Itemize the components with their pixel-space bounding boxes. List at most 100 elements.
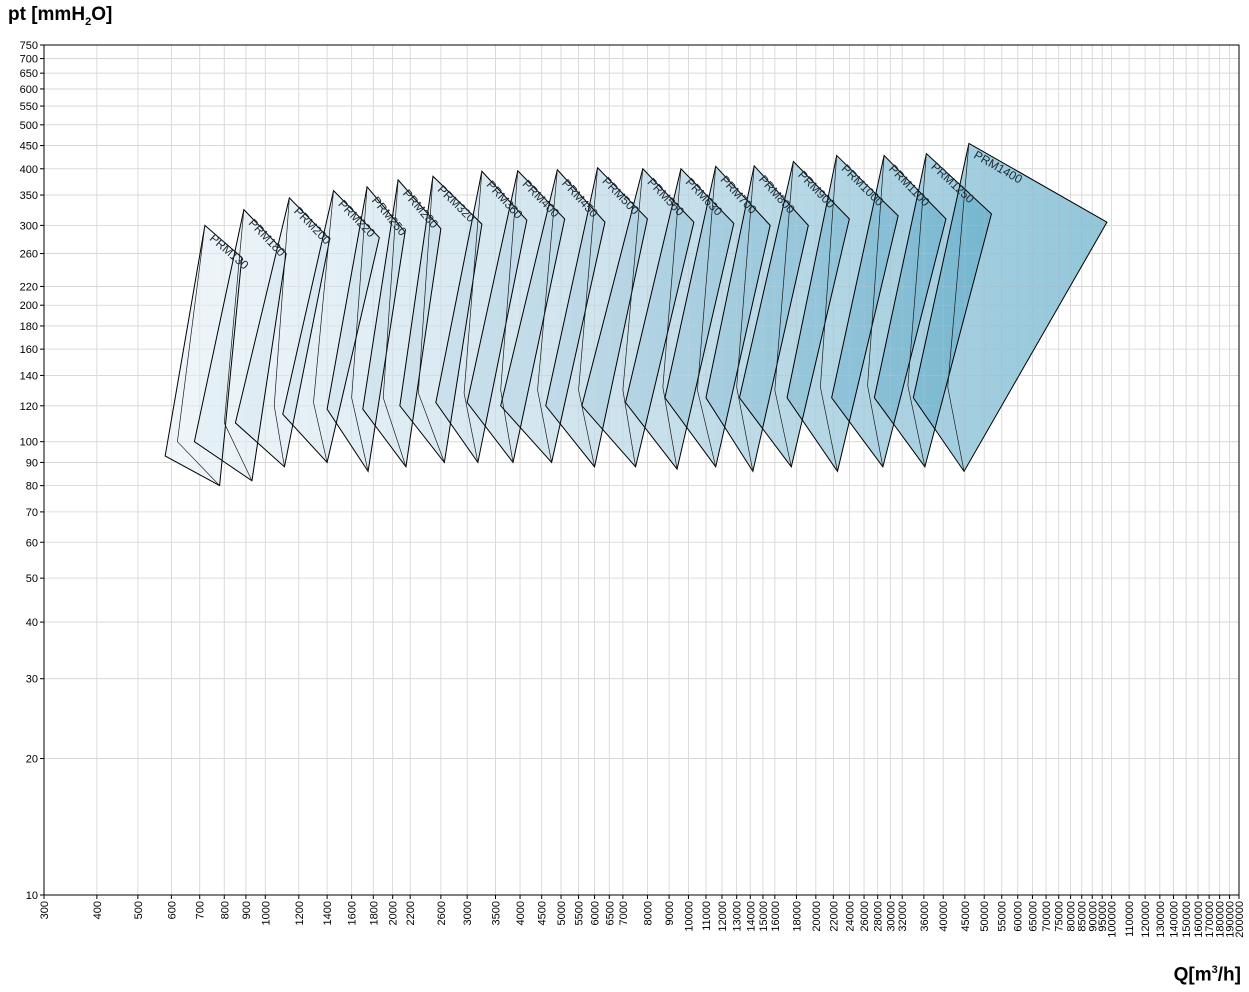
y-tick-label: 80 bbox=[26, 481, 38, 493]
x-tick-label: 55000 bbox=[997, 901, 1009, 932]
x-tick-label: 900 bbox=[241, 901, 253, 919]
x-tick-label: 40000 bbox=[938, 901, 950, 932]
fan-area-prm180 bbox=[194, 209, 287, 481]
x-tick-label: 11000 bbox=[701, 901, 713, 931]
x-tick-label: 190000 bbox=[1225, 901, 1237, 938]
x-tick-label: 6500 bbox=[604, 901, 616, 925]
x-tick-label: 7000 bbox=[618, 901, 630, 925]
x-tick-label: 22000 bbox=[828, 901, 840, 932]
y-tick-label: 140 bbox=[20, 370, 38, 382]
fan-inner-curve-prm500 bbox=[578, 167, 598, 467]
x-tick-label: 110000 bbox=[1124, 901, 1136, 937]
x-tick-label: 500 bbox=[133, 901, 145, 919]
x-tick-label: 150000 bbox=[1181, 901, 1193, 938]
fan-area-prm280 bbox=[362, 179, 441, 467]
x-tick-label: 32000 bbox=[897, 901, 909, 932]
x-tick-label: 36000 bbox=[919, 901, 931, 932]
fan-inner-curve-prm180 bbox=[223, 209, 253, 481]
x-tick-label: 18000 bbox=[791, 901, 803, 932]
x-tick-label: 70000 bbox=[1041, 901, 1053, 932]
y-tick-label: 100 bbox=[20, 437, 38, 449]
fan-inner-curve-prm400 bbox=[500, 170, 519, 463]
x-tick-label: 130000 bbox=[1155, 901, 1167, 938]
x-tick-label: 45000 bbox=[960, 901, 972, 932]
x-tick-label: 4000 bbox=[515, 901, 527, 925]
fan-inner-curve-prm560 bbox=[622, 168, 644, 467]
x-tick-label: 1000 bbox=[260, 901, 272, 925]
x-tick-label: 75000 bbox=[1054, 901, 1066, 932]
fan-inner-curve-prm700 bbox=[697, 166, 717, 467]
x-tick-label: 140000 bbox=[1168, 901, 1180, 938]
x-tick-label: 700 bbox=[195, 901, 207, 919]
y-tick-label: 20 bbox=[26, 754, 38, 766]
x-tick-label: 300 bbox=[39, 901, 51, 919]
fan-area-prm500 bbox=[545, 167, 648, 467]
x-tick-label: 50000 bbox=[979, 901, 991, 932]
x-tick-label: 100000 bbox=[1107, 901, 1119, 938]
x-tick-label: 5500 bbox=[574, 901, 586, 925]
x-tick-label: 80000 bbox=[1066, 901, 1078, 932]
fan-inner-curve-prm130 bbox=[177, 225, 220, 486]
x-tick-label: 2600 bbox=[436, 901, 448, 925]
x-tick-label: 800 bbox=[219, 901, 231, 919]
fan-inner-curve-prm200 bbox=[273, 197, 290, 467]
fan-outlines bbox=[164, 142, 1108, 487]
fan-area-prm200 bbox=[235, 197, 330, 467]
x-tick-label: 60000 bbox=[1013, 901, 1025, 932]
x-tick-label: 65000 bbox=[1027, 901, 1039, 932]
x-tick-label: 600 bbox=[166, 901, 178, 919]
x-tick-label: 10000 bbox=[683, 901, 695, 932]
y-tick-label: 30 bbox=[26, 674, 38, 686]
x-tick-label: 8000 bbox=[642, 901, 654, 925]
fan-inner-curve-prm1000 bbox=[820, 155, 838, 472]
x-axis-title: Q[m3/h] bbox=[1173, 964, 1241, 986]
fan-inner-curve-prm630 bbox=[662, 168, 682, 470]
x-tick-label: 14000 bbox=[745, 901, 757, 932]
x-tick-label: 15000 bbox=[758, 901, 770, 932]
y-tick-label: 300 bbox=[20, 220, 38, 232]
y-tick-label: 650 bbox=[20, 68, 38, 80]
fan-inner-curve-prm450 bbox=[537, 169, 558, 463]
y-tick-label: 550 bbox=[20, 101, 38, 113]
x-tick-label: 20000 bbox=[811, 901, 823, 932]
fan-inner-curve-prm320 bbox=[417, 176, 445, 463]
x-tick-label: 28000 bbox=[873, 901, 885, 932]
y-tick-label: 200 bbox=[20, 300, 38, 312]
y-tick-label: 160 bbox=[20, 344, 38, 356]
y-tick-label: 500 bbox=[20, 120, 38, 132]
x-tick-label: 6000 bbox=[590, 901, 602, 925]
fan-inner-curve-prm1250 bbox=[907, 153, 927, 467]
axes: 10 20 30 40 50 60 70 80 90 100 120 140 160 180 200 220 2… bbox=[20, 40, 1246, 938]
y-tick-label: 40 bbox=[26, 617, 38, 629]
x-tick-label: 13000 bbox=[732, 901, 744, 932]
y-tick-label: 400 bbox=[20, 164, 38, 176]
fan-area-prm320 bbox=[399, 176, 482, 463]
x-tick-label: 400 bbox=[92, 901, 104, 919]
x-tick-label: 200000 bbox=[1234, 901, 1246, 938]
x-tick-label: 1800 bbox=[368, 901, 380, 925]
x-tick-label: 85000 bbox=[1077, 901, 1089, 932]
y-axis-title: pt [mmH2O] bbox=[8, 4, 113, 28]
x-tick-label: 3500 bbox=[491, 901, 503, 925]
x-tick-label: 95000 bbox=[1097, 901, 1109, 932]
fan-inner-curve-prm360 bbox=[463, 171, 483, 463]
y-tick-label: 750 bbox=[20, 40, 38, 52]
x-tick-label: 160000 bbox=[1193, 901, 1205, 938]
x-tick-label: 9000 bbox=[664, 901, 676, 925]
x-tick-label: 3000 bbox=[462, 901, 474, 925]
y-tick-label: 260 bbox=[20, 249, 38, 261]
y-tick-label: 220 bbox=[20, 281, 38, 293]
y-tick-label: 50 bbox=[26, 573, 38, 585]
y-tick-label: 90 bbox=[26, 457, 38, 469]
x-tick-label: 170000 bbox=[1204, 901, 1216, 938]
y-tick-label: 350 bbox=[20, 190, 38, 202]
x-tick-label: 90000 bbox=[1087, 901, 1099, 932]
fan-inner-curve-prm1100 bbox=[867, 155, 885, 467]
x-tick-label: 1200 bbox=[294, 901, 306, 925]
fan-area-prm450 bbox=[500, 169, 605, 463]
fan-inner-curve-prm250 bbox=[351, 186, 369, 472]
y-tick-label: 700 bbox=[20, 54, 38, 66]
plot-frame bbox=[43, 44, 1240, 896]
x-tick-label: 180000 bbox=[1215, 901, 1227, 938]
